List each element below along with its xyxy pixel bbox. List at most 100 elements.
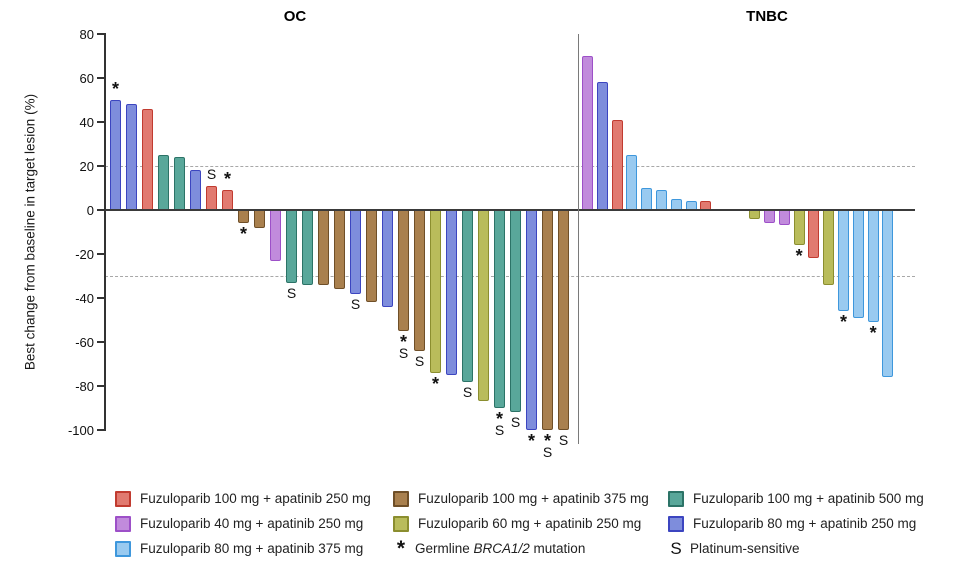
- brca-mutation-symbol-icon: *: [396, 536, 406, 560]
- bar: [882, 209, 894, 378]
- bar: [626, 155, 638, 211]
- y-axis-tick-label: 40: [79, 114, 94, 130]
- bar: [558, 209, 569, 430]
- legend-item-label: Germline BRCA1/2 mutation: [415, 541, 585, 556]
- bar: [206, 185, 217, 211]
- y-axis-tick-label: -20: [75, 246, 94, 262]
- reference-line: [105, 165, 915, 167]
- y-axis-tick-label: -60: [75, 334, 94, 350]
- y-axis-tick-label: 20: [79, 158, 94, 174]
- legend-item-label: Fuzuloparib 100 mg + apatinib 375 mg: [418, 491, 649, 506]
- platinum-sensitive-marker: S: [510, 414, 521, 431]
- bar: [174, 157, 185, 211]
- bar: [110, 100, 121, 211]
- legend-label-part: BRCA1/2: [473, 541, 530, 556]
- y-axis-tick: [97, 165, 104, 167]
- bar: [852, 209, 864, 318]
- legend-item: Fuzuloparib 80 mg + apatinib 250 mg: [668, 511, 924, 536]
- y-axis-label: Best change from baseline in target lesi…: [22, 93, 38, 371]
- bar: [222, 190, 233, 211]
- bar: [808, 209, 820, 259]
- bar: [462, 209, 473, 382]
- legend-item: Fuzuloparib 80 mg + apatinib 375 mg: [115, 536, 371, 561]
- y-axis-tick: [97, 77, 104, 79]
- bar: [510, 209, 521, 413]
- legend-item-label: Fuzuloparib 80 mg + apatinib 250 mg: [693, 516, 917, 531]
- platinum-sensitive-marker: S: [462, 383, 473, 400]
- legend-item-label: Fuzuloparib 40 mg + apatinib 250 mg: [140, 516, 364, 531]
- legend-item: Fuzuloparib 100 mg + apatinib 375 mg: [393, 486, 649, 511]
- bar: [350, 209, 361, 294]
- bar: [334, 209, 345, 290]
- bar: [494, 209, 505, 408]
- y-axis-tick: [97, 33, 104, 35]
- y-axis-tick: [97, 385, 104, 387]
- legend-item-label: Fuzuloparib 100 mg + apatinib 500 mg: [693, 491, 924, 506]
- legend-item: * Germline BRCA1/2 mutation: [393, 536, 649, 561]
- bar: [867, 209, 879, 323]
- legend-label-part: Germline: [415, 541, 474, 556]
- bar: [430, 209, 441, 373]
- red-swatch-icon: [115, 490, 131, 507]
- bar: [656, 190, 667, 211]
- legend-column: Fuzuloparib 100 mg + apatinib 500 mg Fuzu…: [668, 486, 924, 561]
- legend-item-label: Fuzuloparib 100 mg + apatinib 250 mg: [140, 491, 371, 506]
- bar: [158, 155, 169, 211]
- bar: [398, 209, 409, 331]
- brca-mutation-marker: *: [839, 312, 847, 333]
- y-axis-tick-label: 80: [79, 26, 94, 42]
- y-axis-tick: [97, 341, 104, 343]
- bar: [478, 209, 489, 402]
- legend-item-label: Fuzuloparib 80 mg + apatinib 375 mg: [140, 541, 364, 556]
- brown-swatch-icon: [393, 490, 409, 507]
- legend-item-label: Fuzuloparib 60 mg + apatinib 250 mg: [418, 516, 642, 531]
- brca-mutation-marker: *: [869, 323, 877, 344]
- bar: [596, 82, 608, 211]
- platinum-sensitive-marker: S: [542, 444, 553, 460]
- waterfall-plot: Best change from baseline in target lesi…: [22, 8, 915, 460]
- bar: [446, 209, 457, 375]
- bar: [641, 188, 653, 211]
- brca-mutation-marker: *: [495, 409, 503, 429]
- y-axis-tick: [97, 429, 104, 431]
- legend-item: Fuzuloparib 40 mg + apatinib 250 mg: [115, 511, 371, 536]
- bar: [254, 209, 265, 228]
- olive-swatch-icon: [393, 515, 409, 532]
- bar: [286, 209, 297, 283]
- bar: [414, 209, 425, 351]
- brca-mutation-marker: *: [223, 169, 231, 190]
- legend-item-label: Platinum-sensitive: [690, 541, 800, 556]
- bar: [366, 209, 377, 303]
- zero-baseline: [105, 209, 915, 211]
- bar: [764, 209, 775, 224]
- legend-column: Fuzuloparib 100 mg + apatinib 375 mg Fuzu…: [393, 486, 649, 561]
- legend-item: Fuzuloparib 60 mg + apatinib 250 mg: [393, 511, 649, 536]
- brca-mutation-marker: *: [431, 373, 439, 394]
- y-axis-tick: [97, 121, 104, 123]
- brca-mutation-marker: *: [399, 332, 407, 352]
- y-axis-line: [104, 33, 106, 431]
- bar: [526, 209, 537, 430]
- brca-mutation-marker: *: [239, 224, 247, 245]
- panel-divider: [577, 34, 579, 444]
- bar: [302, 209, 313, 285]
- bar: [823, 209, 835, 285]
- brca-mutation-marker: *: [795, 246, 803, 267]
- platinum-sensitive-marker: S: [558, 432, 569, 448]
- platinum-sensitive-symbol-icon: S: [670, 538, 682, 558]
- bar: [238, 209, 249, 224]
- y-axis-tick: [97, 297, 104, 299]
- y-axis-tick-label: -40: [75, 290, 94, 306]
- y-axis-tick-label: 0: [86, 202, 94, 218]
- bar: [611, 119, 623, 211]
- bar: [582, 56, 593, 211]
- bar: [838, 209, 849, 312]
- bar: [190, 170, 201, 211]
- platinum-sensitive-marker: S: [414, 352, 425, 369]
- purple-swatch-icon: [115, 515, 131, 532]
- platinum-sensitive-marker: S: [286, 284, 297, 301]
- legend-column: Fuzuloparib 100 mg + apatinib 250 mg Fuzu…: [115, 486, 371, 561]
- brca-mutation-marker: *: [543, 431, 551, 451]
- y-axis-tick-label: 60: [79, 70, 94, 86]
